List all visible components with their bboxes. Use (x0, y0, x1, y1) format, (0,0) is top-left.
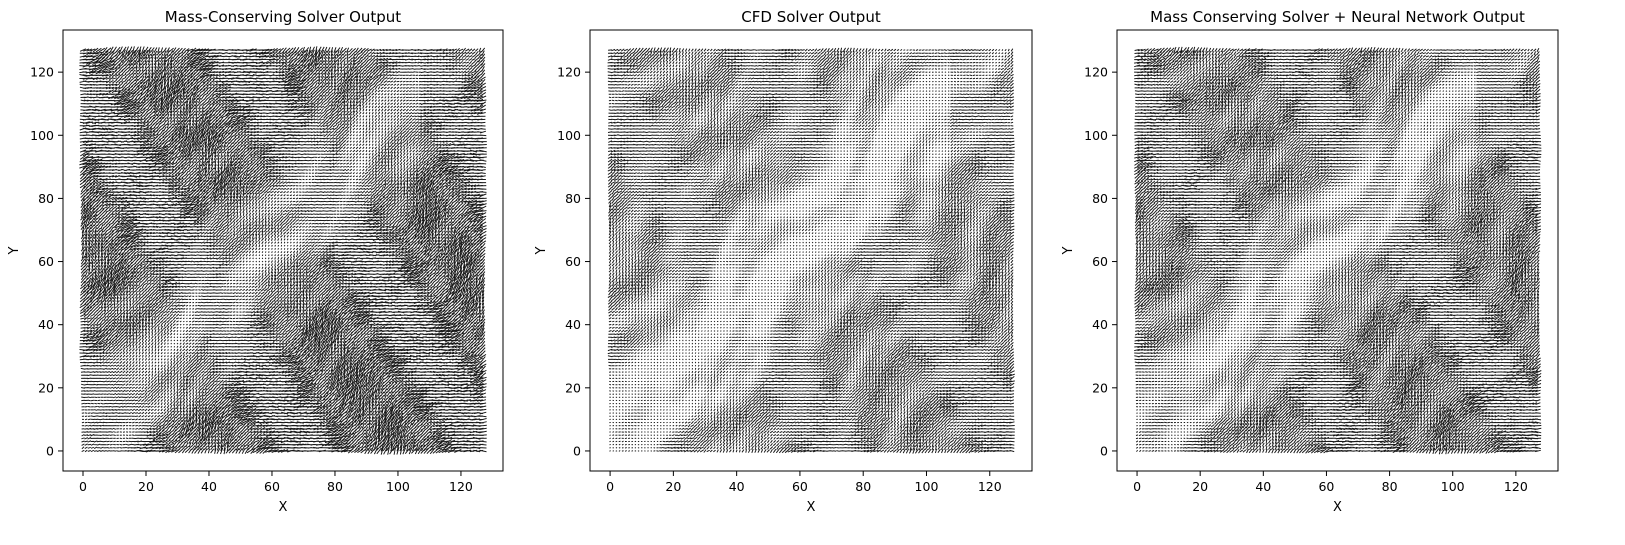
x-tick-label: 120 (449, 479, 473, 494)
y-tick-label: 60 (1092, 254, 1108, 269)
y-tick-label: 40 (38, 317, 54, 332)
x-tick-label: 20 (665, 479, 681, 494)
panel-2: CFD Solver Output 0 20 40 60 80 100 120 0 20 40 60 8… (534, 8, 1033, 515)
x-tick-label: 60 (264, 479, 280, 494)
axes-frame (1116, 29, 1559, 472)
x-tick-label: 80 (327, 479, 343, 494)
y-tick-label: 40 (565, 317, 581, 332)
y-axis-label: Y (534, 246, 549, 255)
x-tick-label: 60 (1318, 479, 1334, 494)
x-axis-label: X (279, 500, 288, 515)
x-axis-label: X (1333, 500, 1342, 515)
x-tick-label: 100 (915, 479, 939, 494)
y-tick-label: 120 (30, 65, 54, 80)
axes-frame (589, 29, 1033, 472)
y-tick-label: 0 (573, 443, 581, 458)
y-tick-label: 80 (1092, 191, 1108, 206)
y-tick-label: 100 (30, 128, 54, 143)
y-tick-label: 20 (565, 380, 581, 395)
x-tick-label: 0 (606, 479, 614, 494)
x-tick-label: 0 (79, 479, 87, 494)
y-tick-label: 0 (46, 443, 54, 458)
y-tick-label: 120 (557, 65, 581, 80)
x-tick-label: 40 (1255, 479, 1271, 494)
y-tick-label: 100 (1084, 128, 1108, 143)
y-tick-label: 60 (565, 254, 581, 269)
y-tick-label: 20 (38, 380, 54, 395)
y-tick-label: 60 (38, 254, 54, 269)
y-axis-label: Y (7, 246, 22, 255)
x-tick-label: 80 (855, 479, 871, 494)
y-tick-label: 20 (1092, 380, 1108, 395)
y-tick-label: 40 (1092, 317, 1108, 332)
y-tick-label: 120 (1084, 65, 1108, 80)
y-tick-label: 100 (557, 128, 581, 143)
quiver-arrows (79, 46, 487, 455)
quiver-arrows (607, 47, 1015, 454)
chart-title: Mass-Conserving Solver Output (165, 8, 402, 26)
x-tick-label: 60 (792, 479, 808, 494)
y-tick-label: 80 (565, 191, 581, 206)
chart-title: CFD Solver Output (741, 8, 881, 26)
axes-frame (62, 29, 504, 472)
y-tick-label: 0 (1100, 443, 1108, 458)
quiver-arrows (1134, 46, 1542, 455)
x-tick-label: 0 (1133, 479, 1141, 494)
x-tick-label: 120 (978, 479, 1002, 494)
x-axis-label: X (807, 500, 816, 515)
x-tick-label: 40 (201, 479, 217, 494)
x-tick-label: 120 (1504, 479, 1528, 494)
y-axis-label: Y (1061, 246, 1076, 255)
x-tick-label: 40 (729, 479, 745, 494)
x-tick-label: 20 (138, 479, 154, 494)
panel-3: Mass Conserving Solver + Neural Network … (1061, 8, 1559, 515)
panel-1: Mass-Conserving Solver Output 0 20 40 60 80 10… (7, 8, 504, 515)
y-tick-label: 80 (38, 191, 54, 206)
x-tick-label: 20 (1192, 479, 1208, 494)
chart-title: Mass Conserving Solver + Neural Network … (1150, 8, 1525, 26)
x-tick-label: 100 (386, 479, 410, 494)
x-tick-label: 80 (1382, 479, 1398, 494)
x-tick-label: 100 (1441, 479, 1465, 494)
